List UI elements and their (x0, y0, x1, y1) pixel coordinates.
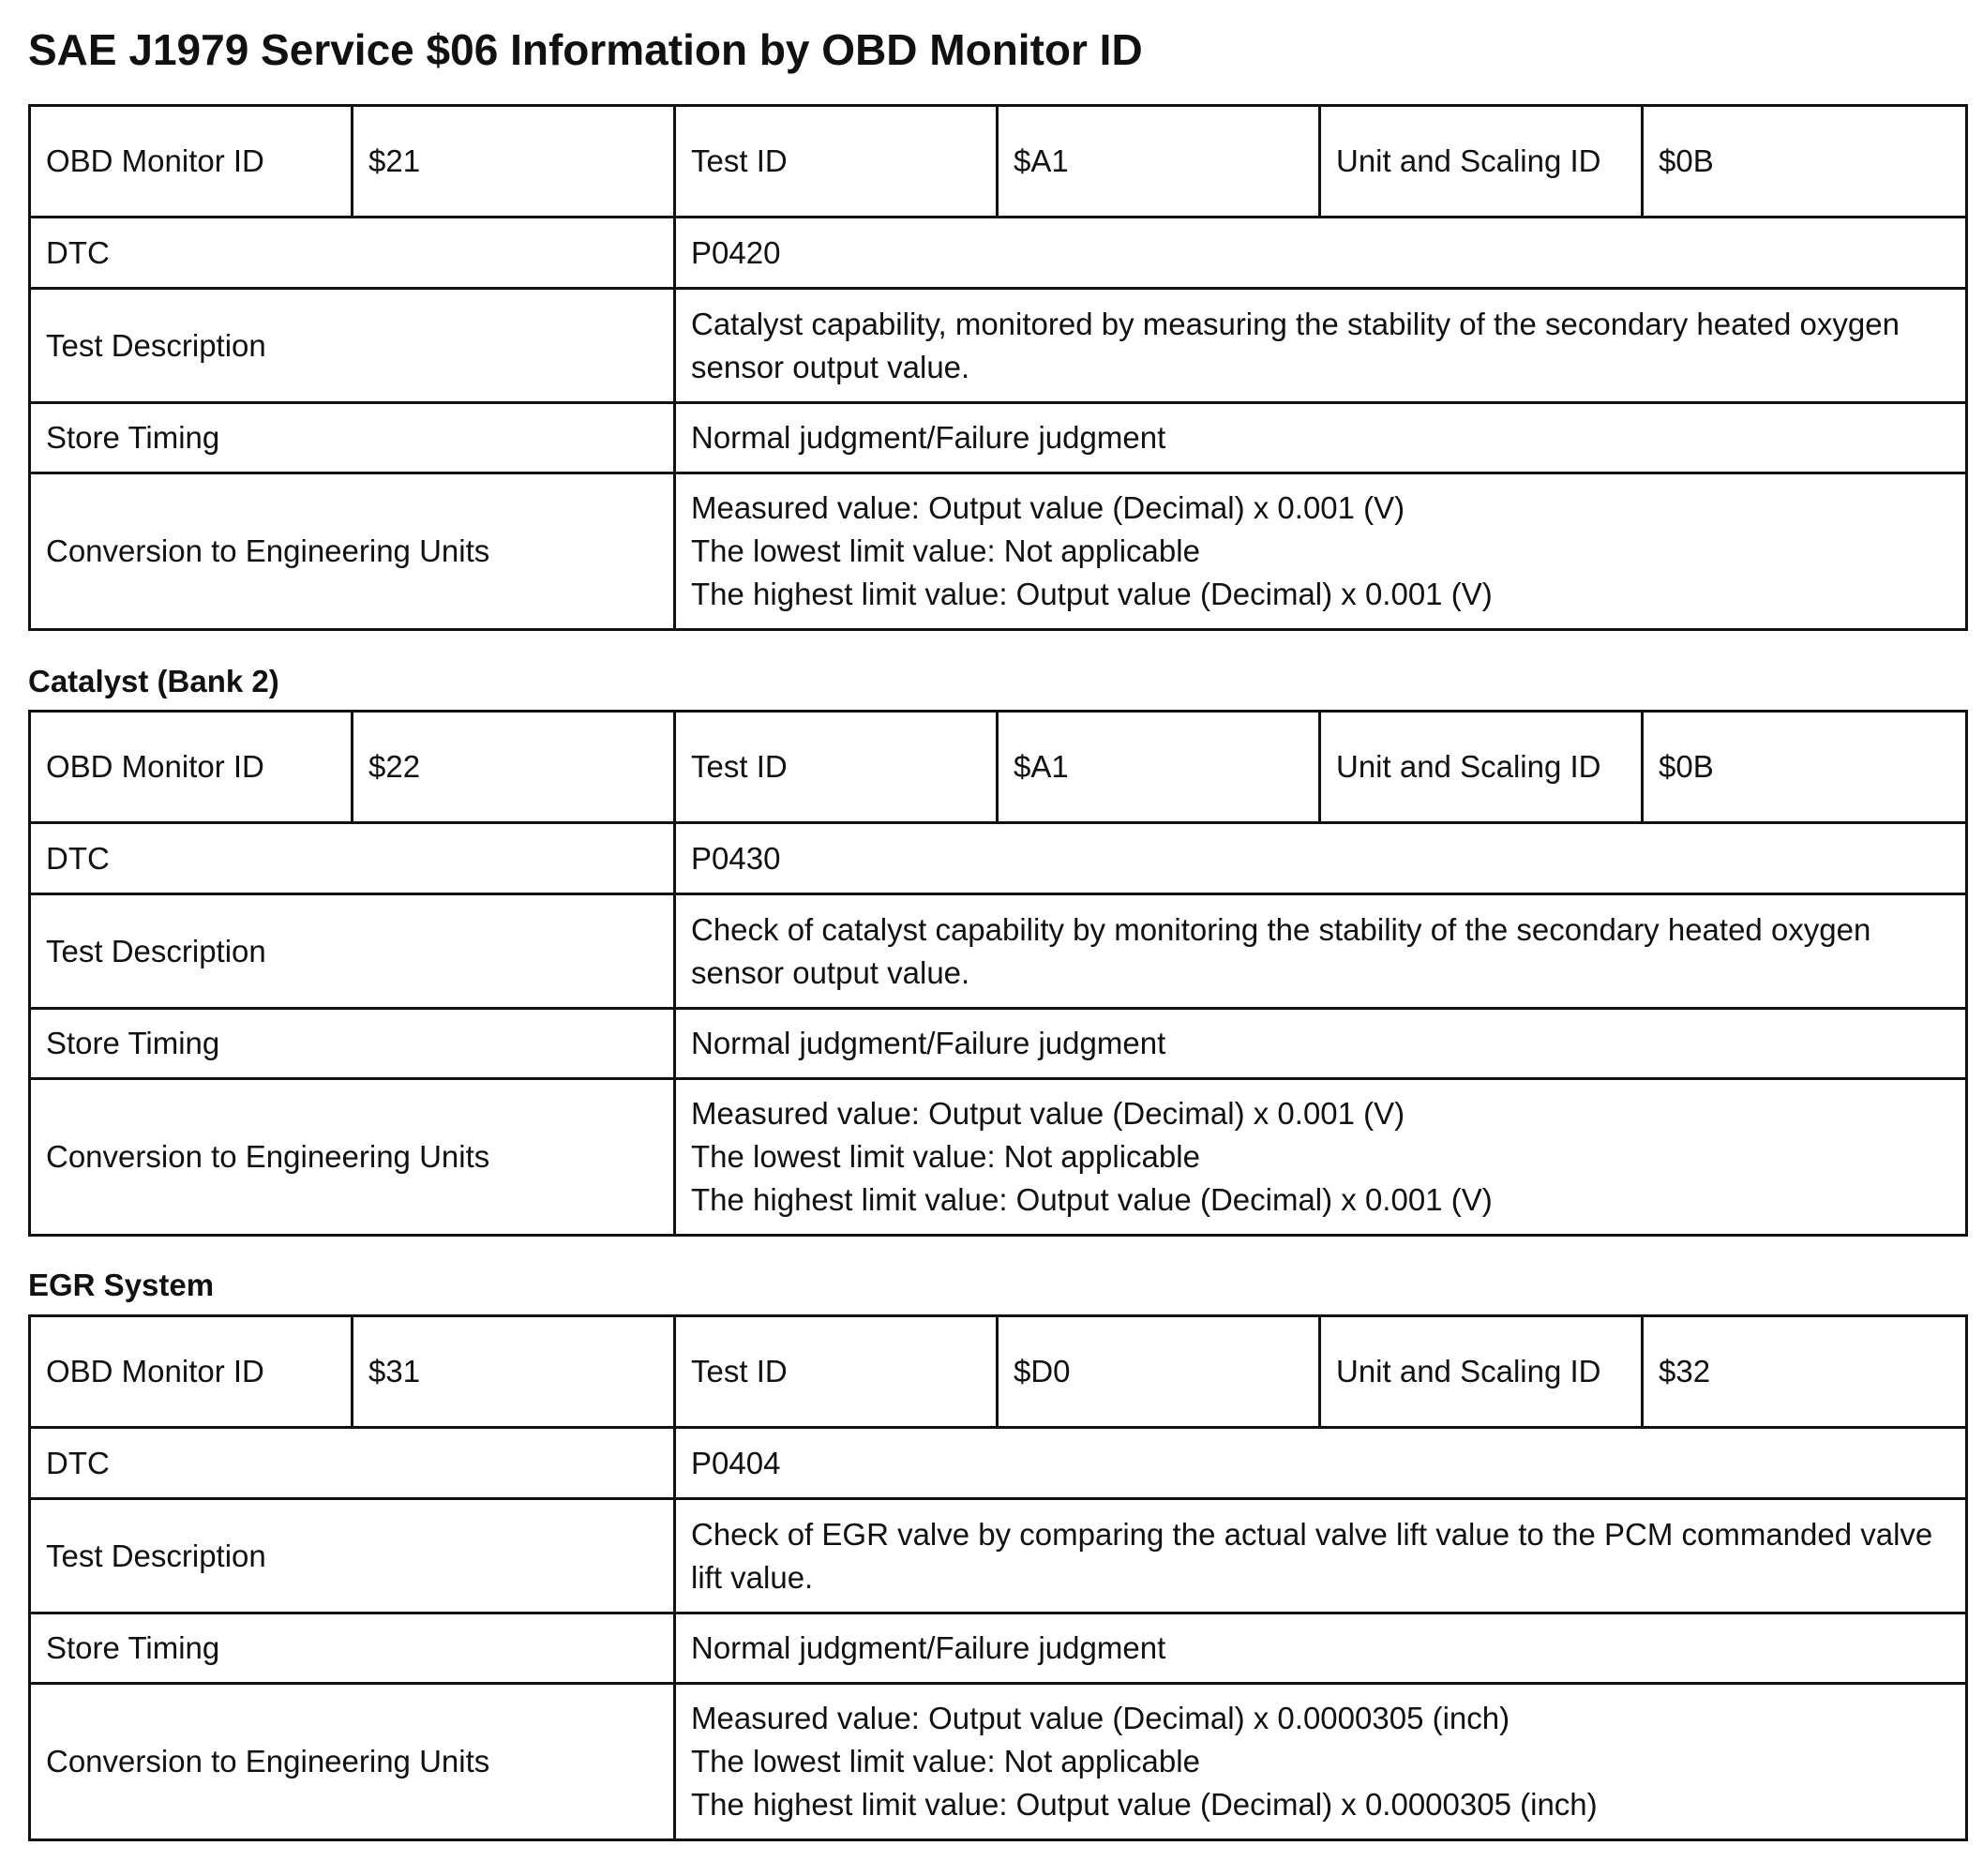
dtc-row: DTC P0404 (28, 1426, 1968, 1500)
store-timing-value: Normal judgment/Failure judgment (673, 401, 1968, 474)
obd-monitor-id-label: OBD Monitor ID (28, 710, 353, 824)
conversion-measured: Measured value: Output value (Decimal) x… (691, 1096, 1405, 1131)
test-id-label: Test ID (673, 104, 999, 218)
conversion-highest-limit: The highest limit value: Output value (D… (691, 577, 1493, 611)
monitor-table: OBD Monitor ID $31 Test ID $D0 Unit and … (28, 1314, 1968, 1841)
conversion-row: Conversion to Engineering Units Measured… (28, 1077, 1968, 1237)
test-id-value: $A1 (996, 710, 1321, 824)
dtc-value: P0404 (673, 1426, 1968, 1500)
store-timing-value: Normal judgment/Failure judgment (673, 1612, 1968, 1685)
obd-monitor-id-label: OBD Monitor ID (28, 1314, 353, 1429)
unit-scaling-id-value: $32 (1641, 1314, 1968, 1429)
conversion-lowest-limit: The lowest limit value: Not applicable (691, 1744, 1200, 1778)
test-id-value: $A1 (996, 104, 1321, 218)
conversion-label: Conversion to Engineering Units (28, 1077, 676, 1237)
conversion-value: Measured value: Output value (Decimal) x… (673, 472, 1968, 631)
monitor-table: OBD Monitor ID $21 Test ID $A1 Unit and … (28, 104, 1968, 631)
conversion-value: Measured value: Output value (Decimal) x… (673, 1682, 1968, 1841)
dtc-value: P0430 (673, 821, 1968, 895)
id-row: OBD Monitor ID $22 Test ID $A1 Unit and … (28, 710, 1968, 824)
test-description-label: Test Description (28, 287, 676, 404)
test-id-value: $D0 (996, 1314, 1321, 1429)
test-description-value: Check of EGR valve by comparing the actu… (673, 1497, 1968, 1614)
conversion-row: Conversion to Engineering Units Measured… (28, 472, 1968, 631)
store-timing-label: Store Timing (28, 1007, 676, 1080)
section-heading: EGR System (28, 1268, 215, 1302)
test-description-label: Test Description (28, 893, 676, 1010)
monitor-table: OBD Monitor ID $22 Test ID $A1 Unit and … (28, 710, 1968, 1237)
store-timing-value: Normal judgment/Failure judgment (673, 1007, 1968, 1080)
test-description-value: Catalyst capability, monitored by measur… (673, 287, 1968, 404)
dtc-value: P0420 (673, 216, 1968, 290)
store-timing-label: Store Timing (28, 1612, 676, 1685)
conversion-measured: Measured value: Output value (Decimal) x… (691, 490, 1405, 525)
conversion-measured: Measured value: Output value (Decimal) x… (691, 1701, 1510, 1735)
dtc-label: DTC (28, 216, 676, 290)
obd-monitor-id-value: $22 (351, 710, 676, 824)
conversion-value: Measured value: Output value (Decimal) x… (673, 1077, 1968, 1237)
dtc-row: DTC P0430 (28, 821, 1968, 895)
dtc-label: DTC (28, 821, 676, 895)
test-description-label: Test Description (28, 1497, 676, 1614)
page-title: SAE J1979 Service $06 Information by OBD… (28, 25, 1143, 74)
conversion-row: Conversion to Engineering Units Measured… (28, 1682, 1968, 1841)
unit-scaling-id-value: $0B (1641, 104, 1968, 218)
test-description-row: Test Description Catalyst capability, mo… (28, 287, 1968, 404)
test-id-label: Test ID (673, 1314, 999, 1429)
store-timing-label: Store Timing (28, 401, 676, 474)
store-timing-row: Store Timing Normal judgment/Failure jud… (28, 401, 1968, 474)
conversion-lowest-limit: The lowest limit value: Not applicable (691, 1139, 1200, 1174)
test-id-label: Test ID (673, 710, 999, 824)
id-row: OBD Monitor ID $31 Test ID $D0 Unit and … (28, 1314, 1968, 1429)
conversion-lowest-limit: The lowest limit value: Not applicable (691, 533, 1200, 568)
unit-scaling-id-value: $0B (1641, 710, 1968, 824)
test-description-row: Test Description Check of catalyst capab… (28, 893, 1968, 1010)
conversion-highest-limit: The highest limit value: Output value (D… (691, 1787, 1598, 1822)
section-heading: Catalyst (Bank 2) (28, 664, 279, 698)
store-timing-row: Store Timing Normal judgment/Failure jud… (28, 1007, 1968, 1080)
conversion-label: Conversion to Engineering Units (28, 1682, 676, 1841)
dtc-label: DTC (28, 1426, 676, 1500)
test-description-value: Check of catalyst capability by monitori… (673, 893, 1968, 1010)
store-timing-row: Store Timing Normal judgment/Failure jud… (28, 1612, 1968, 1685)
test-description-row: Test Description Check of EGR valve by c… (28, 1497, 1968, 1614)
unit-scaling-id-label: Unit and Scaling ID (1318, 104, 1644, 218)
unit-scaling-id-label: Unit and Scaling ID (1318, 1314, 1644, 1429)
dtc-row: DTC P0420 (28, 216, 1968, 290)
unit-scaling-id-label: Unit and Scaling ID (1318, 710, 1644, 824)
obd-monitor-id-value: $31 (351, 1314, 676, 1429)
conversion-highest-limit: The highest limit value: Output value (D… (691, 1182, 1493, 1217)
obd-monitor-id-label: OBD Monitor ID (28, 104, 353, 218)
conversion-label: Conversion to Engineering Units (28, 472, 676, 631)
obd-monitor-id-value: $21 (351, 104, 676, 218)
id-row: OBD Monitor ID $21 Test ID $A1 Unit and … (28, 104, 1968, 218)
